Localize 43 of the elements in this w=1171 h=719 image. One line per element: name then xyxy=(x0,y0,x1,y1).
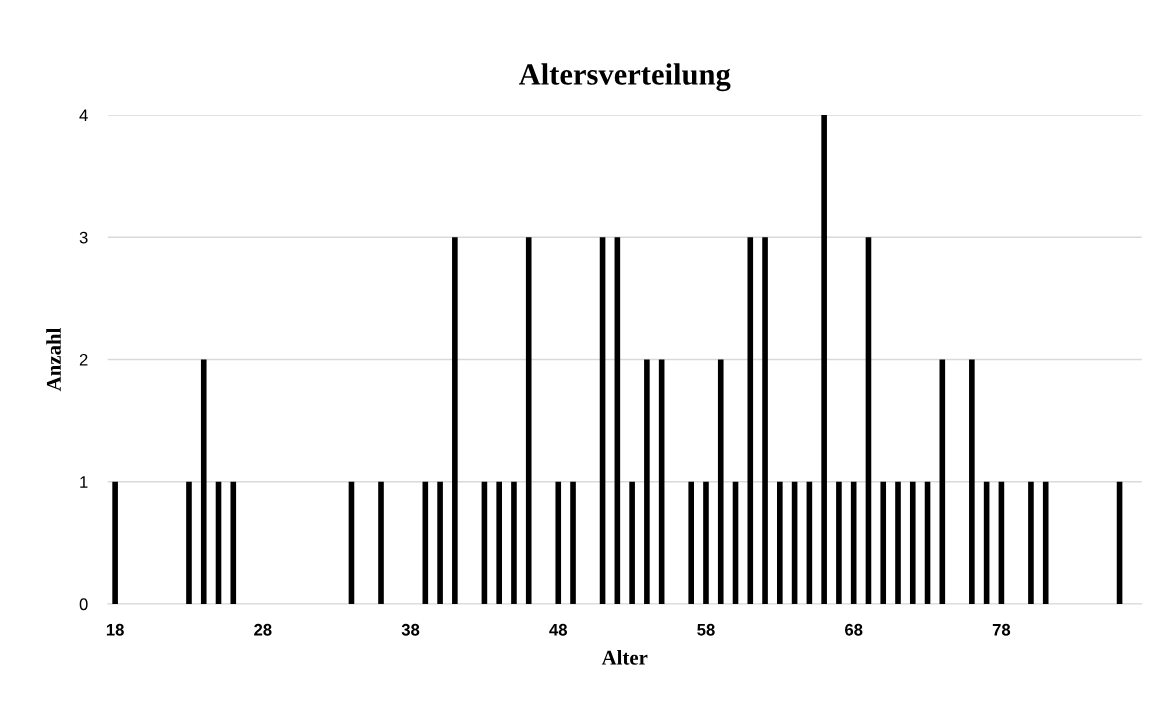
y-tick-label: 2 xyxy=(79,353,88,366)
bar xyxy=(895,481,901,604)
y-tick-label: 0 xyxy=(79,598,88,611)
bar xyxy=(747,237,754,604)
bar xyxy=(200,359,207,604)
bar xyxy=(644,359,650,604)
bar xyxy=(112,481,118,604)
y-tick-label: 4 xyxy=(79,109,88,122)
bar xyxy=(437,481,443,604)
y-axis-title: Anzahl xyxy=(46,328,61,392)
bar xyxy=(969,359,975,604)
bar xyxy=(570,481,576,604)
bar xyxy=(230,481,237,604)
bar xyxy=(1042,481,1049,604)
bar xyxy=(1028,481,1034,604)
bar xyxy=(452,237,458,604)
bar xyxy=(909,481,916,604)
x-tick-label: 78 xyxy=(992,623,1011,636)
x-tick-label: 18 xyxy=(106,623,124,636)
y-tick-label: 3 xyxy=(79,231,88,244)
bar xyxy=(762,237,768,604)
bar xyxy=(496,481,502,604)
bar xyxy=(525,237,532,604)
x-tick-label: 58 xyxy=(697,623,715,636)
bar xyxy=(378,481,384,604)
bar xyxy=(186,481,192,604)
x-axis-title: Alter xyxy=(601,650,648,665)
y-tick-label: 1 xyxy=(80,476,88,488)
x-tick-label: 48 xyxy=(549,623,568,636)
bar xyxy=(821,115,827,604)
bar xyxy=(511,481,517,604)
bar xyxy=(688,481,695,604)
bar xyxy=(703,481,709,604)
chart-title: Altersverteilung xyxy=(518,63,731,92)
bar xyxy=(555,481,562,604)
bar xyxy=(880,481,887,604)
bar xyxy=(717,359,724,604)
x-tick-label: 68 xyxy=(845,623,863,636)
x-tick-label: 38 xyxy=(401,623,420,636)
x-tick-label: 28 xyxy=(254,623,272,636)
bar xyxy=(836,481,842,604)
bar xyxy=(629,481,635,604)
bar xyxy=(777,481,783,604)
